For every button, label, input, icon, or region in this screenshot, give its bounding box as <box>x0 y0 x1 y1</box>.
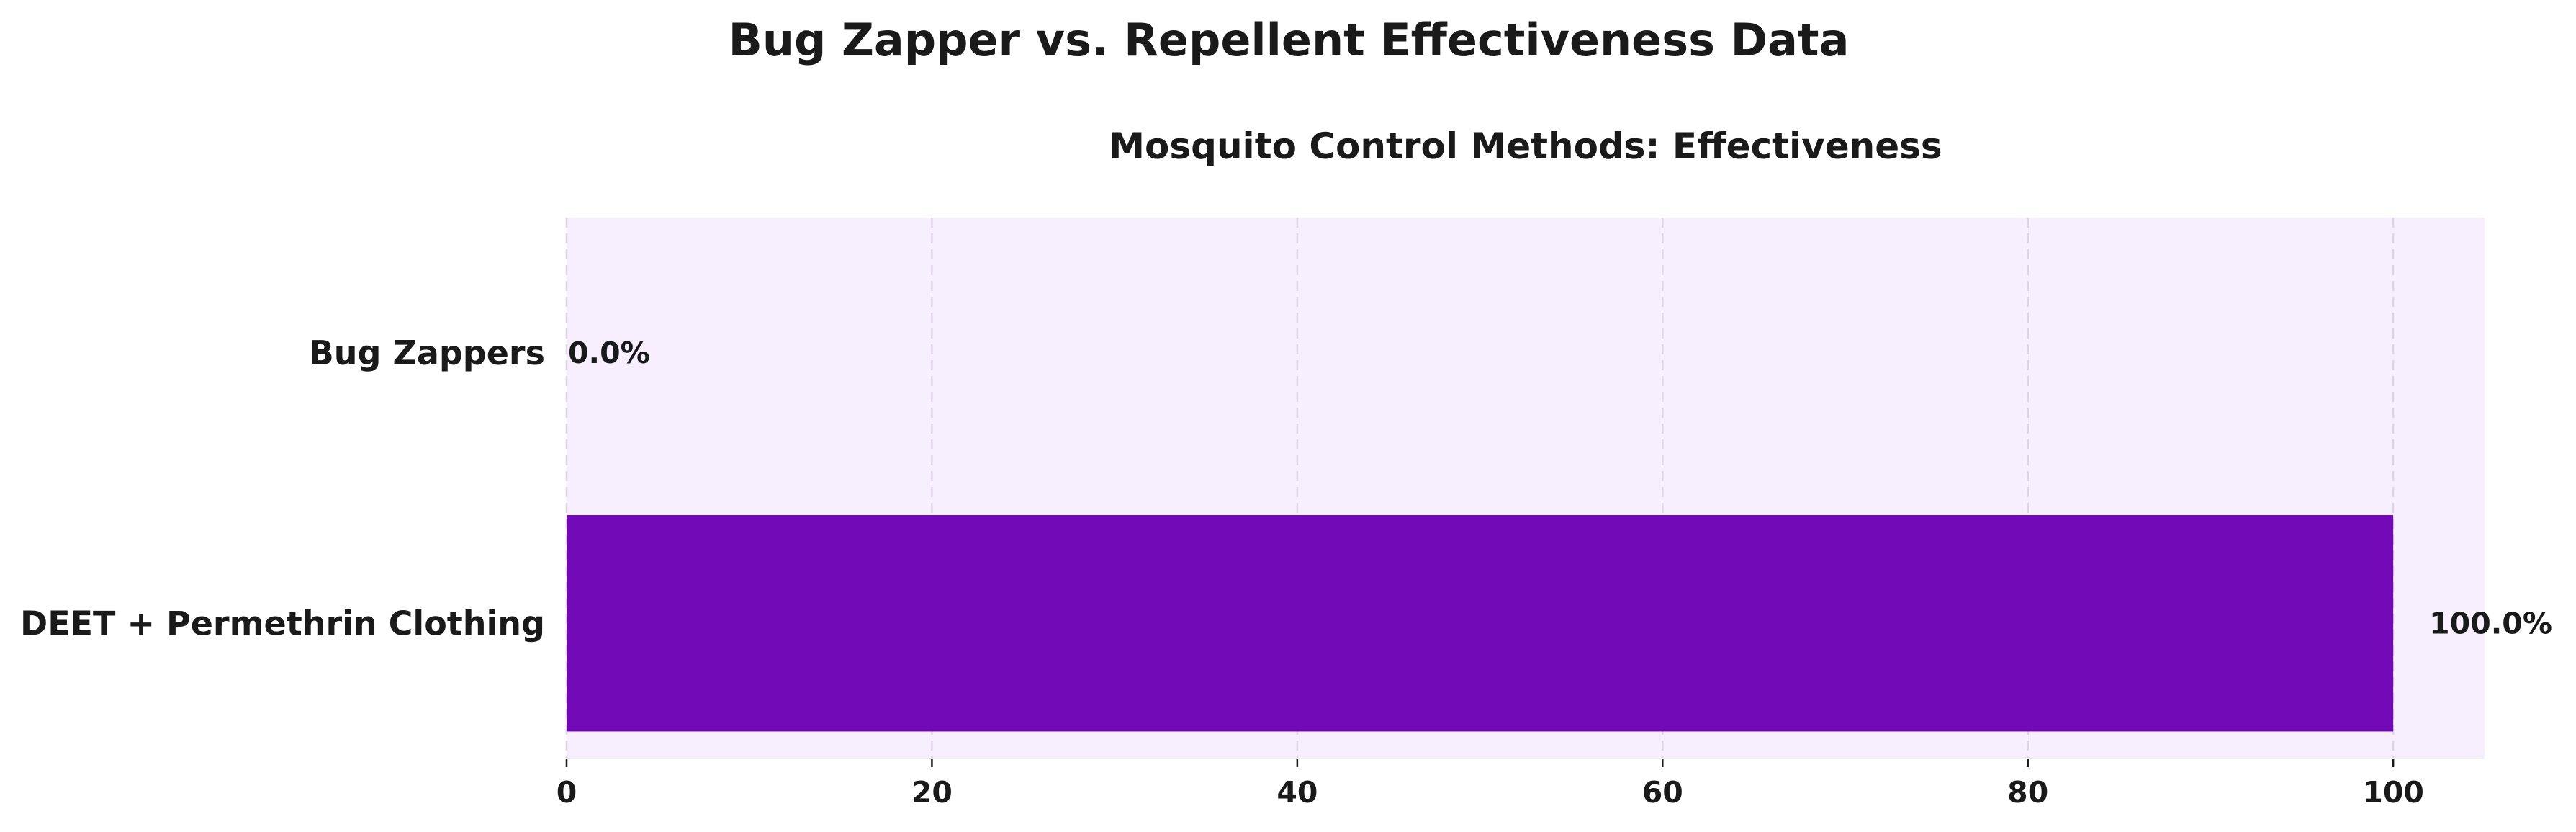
category-label-1: DEET + Permethrin Clothing <box>20 604 545 643</box>
data-labels: 0.0% 100.0% <box>568 336 2552 641</box>
x-tick-label-0: 0 <box>557 775 577 810</box>
x-tick-label-1: 20 <box>911 775 953 810</box>
x-tick-label-4: 80 <box>2007 775 2048 810</box>
bars <box>567 515 2394 732</box>
bar-1 <box>567 515 2394 732</box>
category-label-0: Bug Zappers <box>309 334 545 372</box>
x-tick-label-2: 40 <box>1276 775 1318 810</box>
data-label-1: 100.0% <box>2429 606 2552 640</box>
x-tick-label-5: 100 <box>2362 775 2424 810</box>
x-tick-label-3: 60 <box>1642 775 1683 810</box>
data-label-0: 0.0% <box>568 336 650 370</box>
chart-title: Mosquito Control Methods: Effectiveness <box>1109 125 1942 167</box>
chart-suptitle: Bug Zapper vs. Repellent Effectiveness D… <box>729 14 1850 66</box>
x-axis: 0 20 40 60 80 100 <box>557 758 2485 810</box>
y-axis-categories: Bug Zappers DEET + Permethrin Clothing <box>20 334 545 643</box>
